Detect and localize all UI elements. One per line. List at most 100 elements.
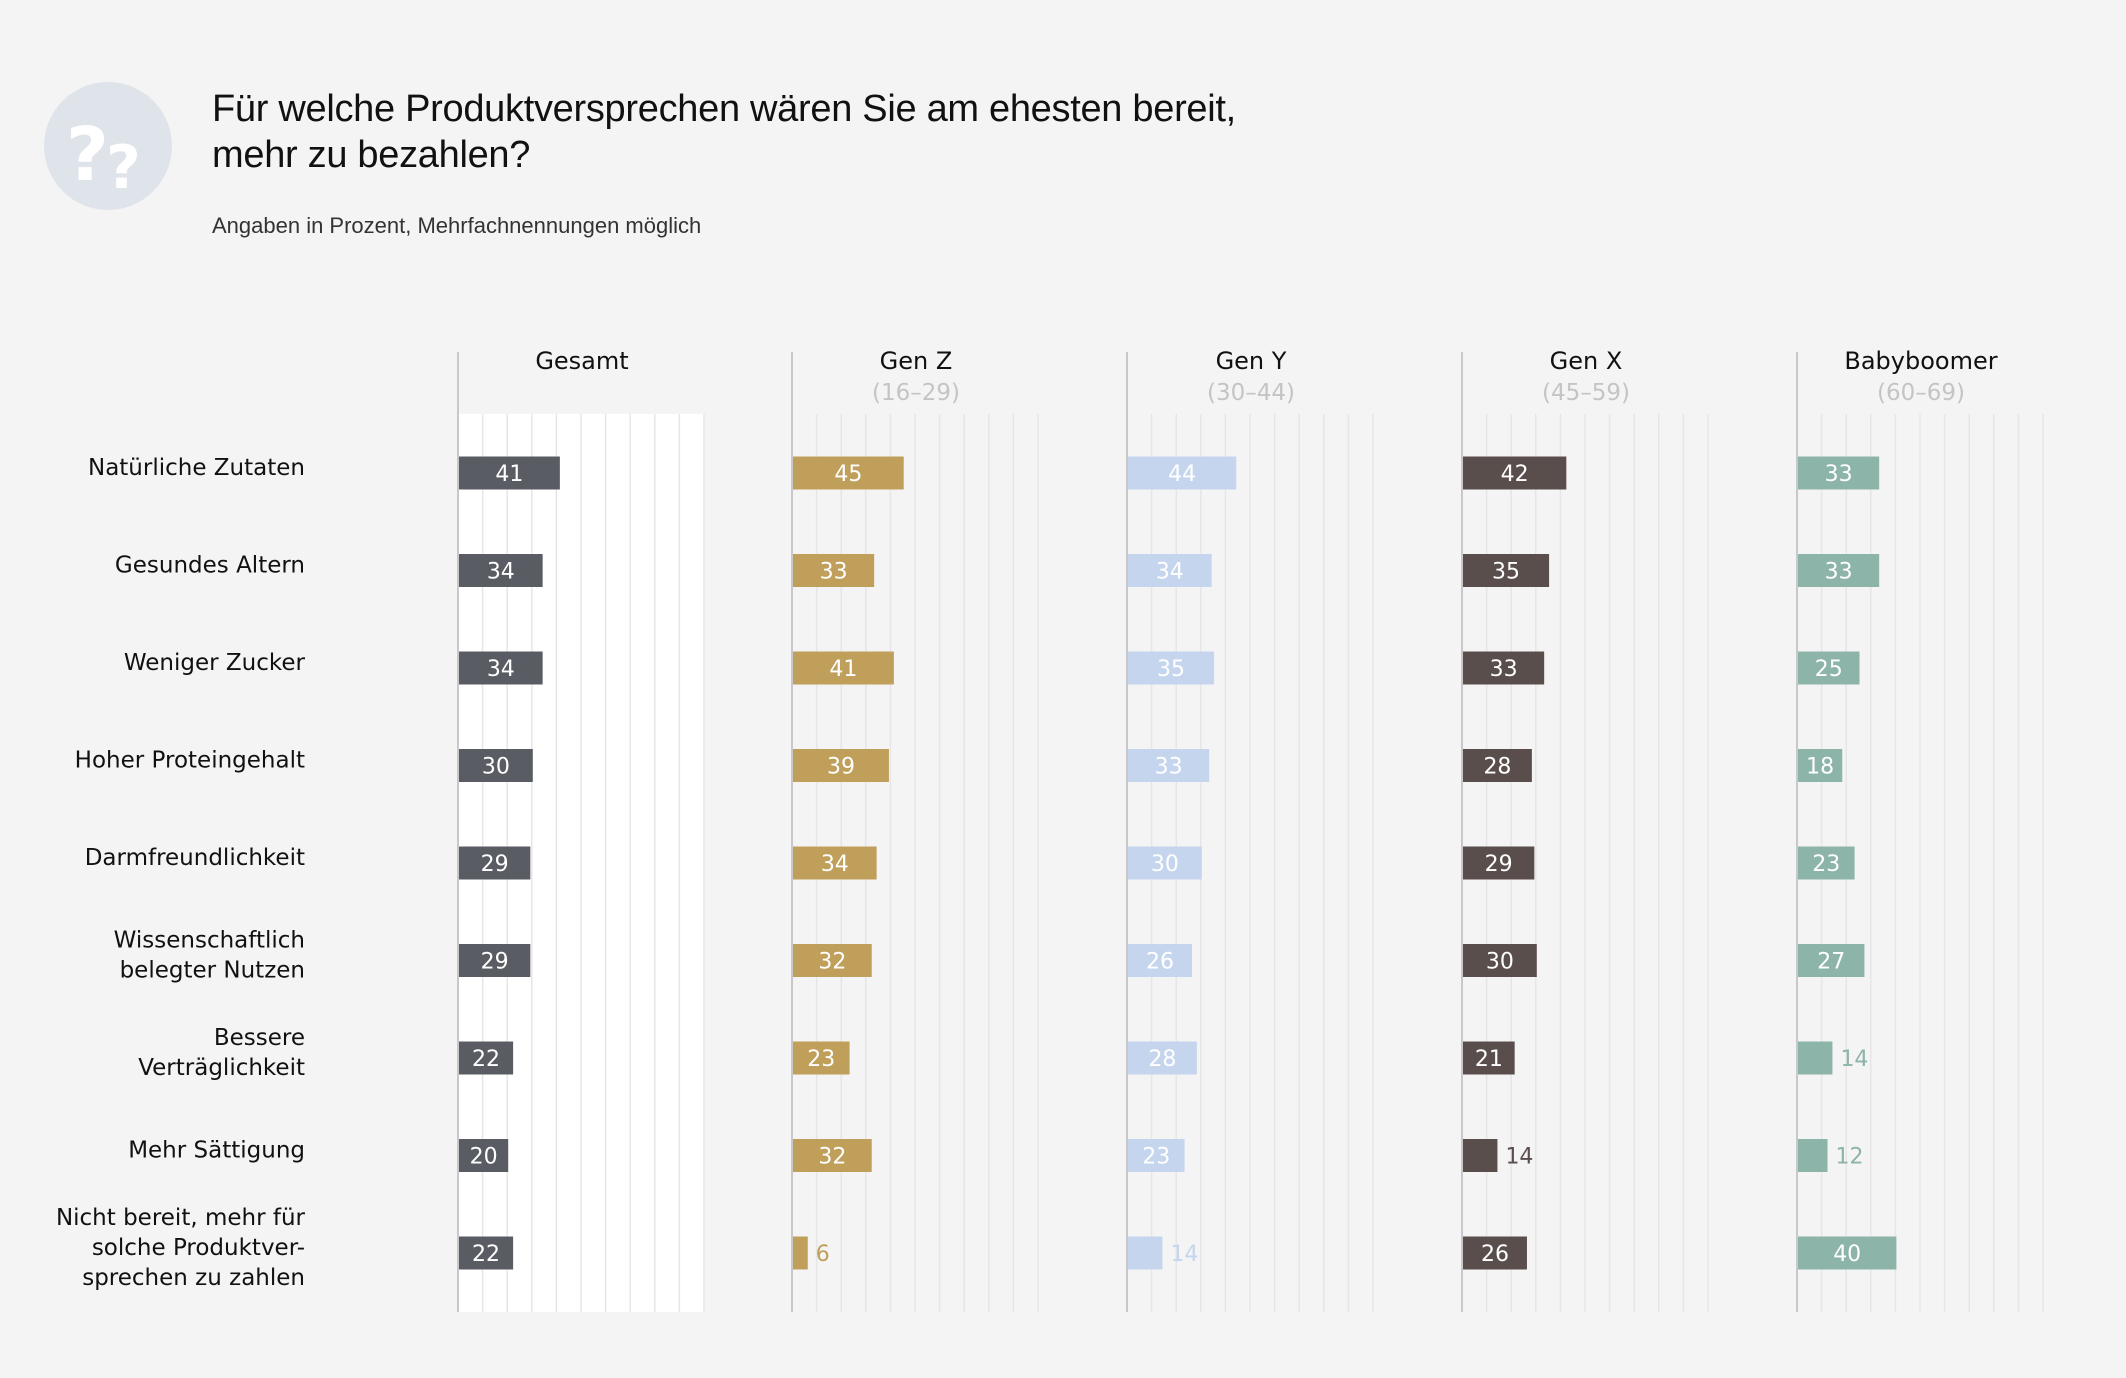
bar-value-label: 14 (1840, 1047, 1868, 1072)
bar (1463, 651, 1545, 685)
bar-value-label: 32 (818, 1145, 846, 1170)
bar-value-label: 41 (829, 657, 857, 682)
series-header: Gen Z (880, 347, 953, 375)
bar (1798, 651, 1860, 685)
bar (1463, 1041, 1515, 1075)
bar-value-label: 23 (1142, 1145, 1170, 1170)
bar-value-label: 45 (834, 462, 862, 487)
bar-value-label: 26 (1146, 950, 1174, 975)
question-marks-icon: ? ? (44, 82, 172, 210)
bar (1798, 1236, 1897, 1270)
bar (1798, 554, 1880, 587)
bar (1798, 846, 1855, 880)
bar (1798, 1139, 1828, 1172)
svg-text:?: ? (66, 112, 109, 198)
bar (1463, 1139, 1498, 1172)
bar-value-label: 33 (1490, 657, 1518, 682)
series-header: Gesamt (535, 347, 628, 375)
bar (459, 944, 531, 977)
bar (459, 456, 560, 490)
bar (459, 651, 543, 685)
bar (1128, 749, 1210, 782)
bar-value-label: 33 (1825, 462, 1853, 487)
bar (793, 749, 889, 782)
bar (1463, 749, 1532, 782)
bar (793, 554, 875, 587)
bar-value-label: 28 (1148, 1047, 1176, 1072)
bar-value-label: 40 (1833, 1242, 1861, 1267)
category-label: Weniger Zucker (124, 650, 306, 676)
bar (459, 554, 543, 587)
bar-value-label: 34 (821, 852, 849, 877)
category-label: Bessere Verträglichkeit (138, 1025, 305, 1081)
series-subheader: (30–44) (1207, 380, 1295, 406)
bar-value-label: 28 (1483, 755, 1511, 780)
bar (1128, 1139, 1185, 1172)
bar (1128, 944, 1192, 977)
bar (1798, 1041, 1833, 1075)
series-subheader: (45–59) (1542, 380, 1630, 406)
chart-subtitle: Angaben in Prozent, Mehrfachnennungen mö… (212, 213, 702, 238)
category-label: Hoher Proteingehalt (75, 748, 305, 774)
series-subheader: (16–29) (872, 380, 960, 406)
bar (1463, 1236, 1527, 1270)
bar (459, 1236, 514, 1270)
svg-text:?: ? (106, 133, 141, 203)
bar-value-label: 6 (816, 1242, 830, 1267)
bar (1463, 944, 1537, 977)
bar-value-label: 26 (1481, 1242, 1509, 1267)
bar-value-label: 33 (820, 560, 848, 585)
bar-value-label: 39 (827, 755, 855, 780)
series-header: Babyboomer (1844, 347, 1997, 375)
bar (793, 456, 904, 490)
bar-value-label: 33 (1825, 560, 1853, 585)
bar-value-label: 23 (1812, 852, 1840, 877)
bar-value-label: 41 (495, 462, 523, 487)
bar-value-label: 27 (1817, 950, 1845, 975)
bar (1128, 846, 1202, 880)
bar (1128, 554, 1212, 587)
chart-title: Für welche Produktversprechen wären Sie … (212, 88, 1236, 176)
series-subheader: (60–69) (1877, 380, 1965, 406)
bar-value-label: 29 (481, 852, 509, 877)
bar-value-label: 34 (487, 560, 515, 585)
category-label: Nicht bereit, mehr für solche Produktver-… (56, 1205, 306, 1291)
bar-value-label: 30 (482, 755, 510, 780)
bar-value-label: 25 (1815, 657, 1843, 682)
bar-value-label: 18 (1806, 755, 1834, 780)
bar-value-label: 20 (470, 1145, 498, 1170)
bar-value-label: 42 (1501, 462, 1529, 487)
bar-value-label: 23 (807, 1047, 835, 1072)
bar-value-label: 21 (1475, 1047, 1503, 1072)
bar (459, 749, 533, 782)
bar (1128, 651, 1215, 685)
bar-value-label: 32 (818, 950, 846, 975)
category-label: Mehr Sättigung (128, 1138, 305, 1164)
bar (459, 846, 531, 880)
bar-value-label: 12 (1836, 1145, 1864, 1170)
bar (1128, 1041, 1197, 1075)
bar-value-label: 14 (1505, 1145, 1533, 1170)
series-header: Gen X (1550, 347, 1623, 375)
bar-value-label: 34 (487, 657, 515, 682)
bar-value-label: 30 (1151, 852, 1179, 877)
bar (1798, 944, 1865, 977)
bar (793, 651, 894, 685)
bar-value-label: 30 (1486, 950, 1514, 975)
bar-value-label: 35 (1492, 560, 1520, 585)
bar (1463, 554, 1550, 587)
bar (1128, 1236, 1163, 1270)
bar-value-label: 34 (1156, 560, 1184, 585)
bar-value-label: 22 (472, 1242, 500, 1267)
bar (459, 1041, 514, 1075)
bar-value-label: 33 (1155, 755, 1183, 780)
bar (793, 1236, 808, 1270)
bar-value-label: 44 (1168, 462, 1196, 487)
bar (1798, 749, 1843, 782)
category-label: Darmfreundlichkeit (85, 845, 305, 871)
bar-value-label: 22 (472, 1047, 500, 1072)
bar (1798, 456, 1880, 490)
bar-value-label: 29 (1485, 852, 1513, 877)
bar (793, 1139, 872, 1172)
